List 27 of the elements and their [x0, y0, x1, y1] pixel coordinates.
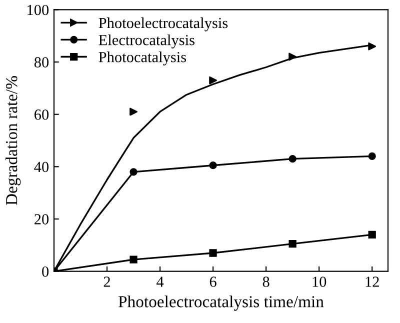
legend-label: Electrocatalysis: [98, 34, 194, 48]
point: [130, 108, 138, 116]
x-tick-label: 6: [210, 276, 216, 287]
point: [130, 168, 138, 176]
y-axis-title: Degradation rate/%: [6, 76, 21, 206]
point: [368, 152, 376, 160]
point: [130, 256, 138, 264]
y-tick-label: 80: [34, 57, 49, 68]
x-tick-label: 2: [104, 276, 110, 287]
x-tick-label: 10: [312, 276, 326, 287]
point: [209, 162, 217, 170]
y-tick-label: 60: [34, 109, 49, 120]
y-tick-label: 100: [28, 4, 49, 16]
x-tick-label: 12: [366, 276, 379, 287]
point: [288, 155, 296, 163]
y-tick-label: 0: [42, 266, 49, 277]
legend-label: Photocatalysis: [98, 52, 186, 66]
point: [209, 76, 217, 84]
x-tick-label: 8: [262, 276, 270, 287]
y-tick-label: 40: [34, 162, 49, 172]
x-axis-title: Photoelectrocatalysis time/min: [118, 296, 324, 311]
x-tick-label: 4: [156, 276, 164, 287]
y-tick-label: 20: [34, 214, 49, 224]
point: [368, 230, 376, 239]
legend-label: Photoelectrocatalysis: [98, 17, 228, 32]
point: [288, 240, 296, 248]
point: [209, 249, 217, 257]
